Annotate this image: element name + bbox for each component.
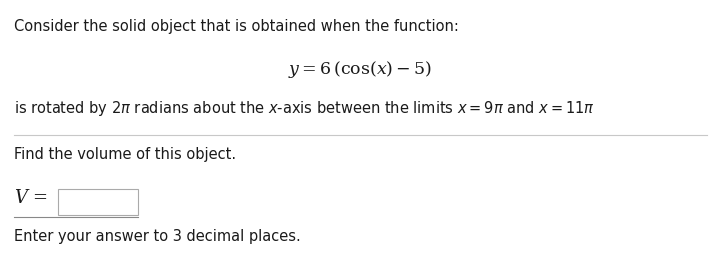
Text: is rotated by $2\pi$ radians about the $x$-axis between the limits $x = 9\pi$ an: is rotated by $2\pi$ radians about the $… [14, 99, 595, 118]
Text: Consider the solid object that is obtained when the function:: Consider the solid object that is obtain… [14, 19, 459, 34]
Text: Find the volume of this object.: Find the volume of this object. [14, 147, 236, 162]
Bar [58, 189, 138, 215]
Text: Enter your answer to 3 decimal places.: Enter your answer to 3 decimal places. [14, 229, 301, 244]
Text: $y = 6\,(\mathrm{cos}(x) - 5)$: $y = 6\,(\mathrm{cos}(x) - 5)$ [288, 59, 432, 80]
Text: $\mathit{V}$ =: $\mathit{V}$ = [14, 189, 48, 207]
